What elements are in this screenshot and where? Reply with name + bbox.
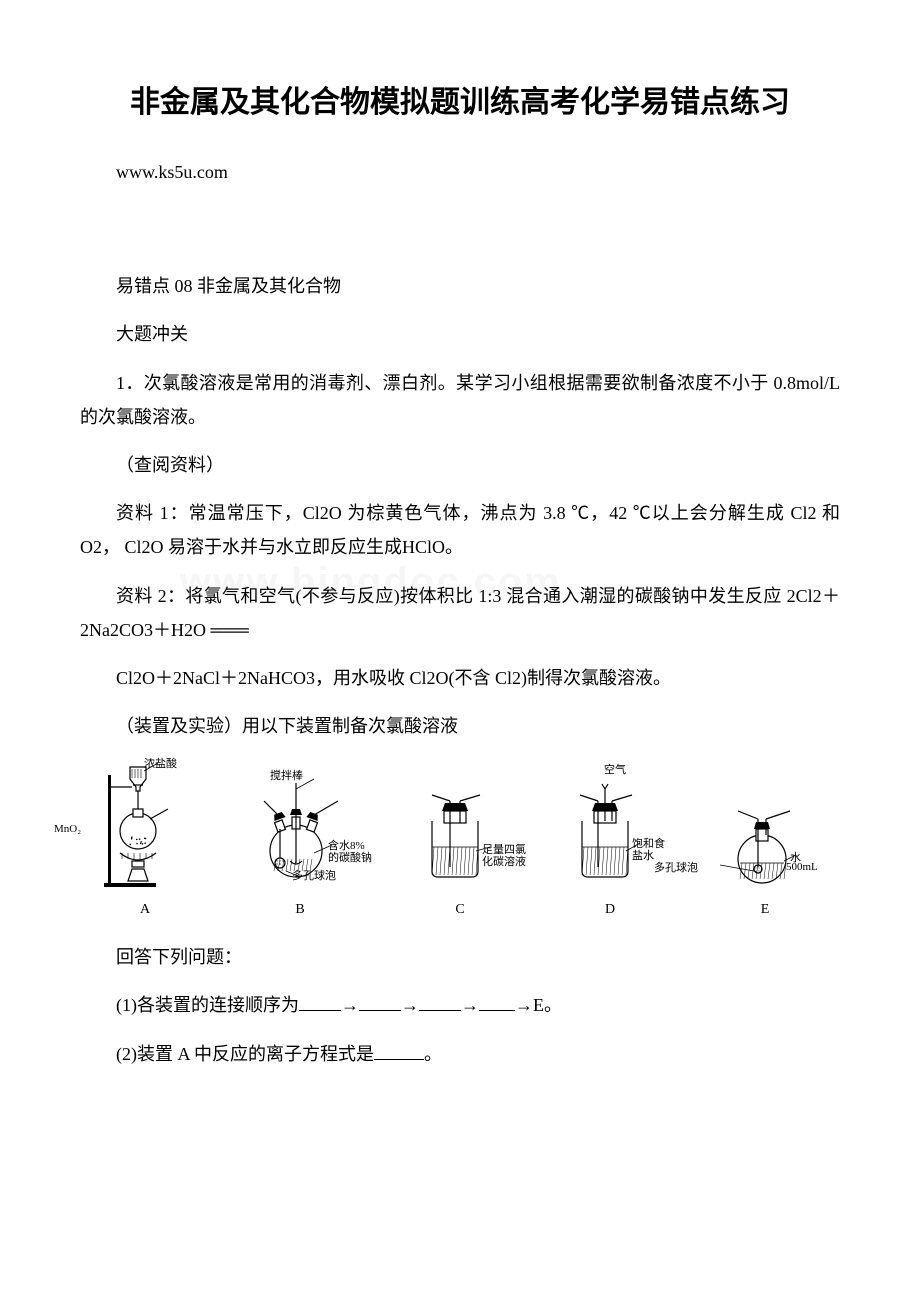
questions-intro: 回答下列问题： bbox=[80, 940, 840, 974]
source-url: www.ks5u.com bbox=[80, 155, 840, 189]
apparatus-label: D bbox=[605, 902, 615, 918]
apparatus-svg: 多孔球泡水500mL bbox=[710, 791, 820, 896]
body-paragraph: Cl2O＋2NaCl＋2NaHCO3，用水吸收 Cl2O(不含 Cl2)制得次氯… bbox=[80, 661, 840, 695]
apparatus-svg: 空气饱和食盐水 bbox=[560, 781, 660, 896]
apparatus-annotation: 化碳溶液 bbox=[482, 853, 526, 869]
fill-blank[interactable] bbox=[374, 1042, 424, 1060]
apparatus-C: 足量四氯化碳溶液 C bbox=[410, 791, 510, 918]
arrow: → bbox=[461, 995, 479, 1015]
apparatus-label: E bbox=[761, 902, 770, 918]
arrow: → bbox=[401, 995, 419, 1015]
apparatus-annotation: 500mL bbox=[786, 861, 818, 873]
apparatus-label: A bbox=[140, 902, 150, 918]
arrow: →E。 bbox=[515, 995, 562, 1015]
fill-blank[interactable] bbox=[419, 993, 461, 1011]
body-paragraph: 大题冲关 bbox=[80, 317, 840, 351]
body-paragraph: （装置及实验）用以下装置制备次氯酸溶液 bbox=[80, 709, 840, 743]
question: (1)各装置的连接顺序为 → → → →E。 bbox=[80, 988, 840, 1022]
body-paragraph: 易错点 08 非金属及其化合物 bbox=[80, 269, 840, 303]
apparatus-svg: 浓盐酸MnO₂ bbox=[100, 761, 190, 896]
apparatus-svg: 搅拌棒含水8%的碳酸钠多孔球泡 bbox=[240, 771, 360, 896]
body-paragraph: （查阅资料） bbox=[80, 448, 840, 482]
body-paragraph: 资料 2：将氯气和空气(不参与反应)按体积比 1:3 混合通入潮湿的碳酸钠中发生… bbox=[80, 579, 840, 647]
fill-blank[interactable] bbox=[479, 993, 515, 1011]
e-diagram-icon bbox=[710, 791, 820, 891]
apparatus-annotation: 浓盐酸 bbox=[144, 755, 177, 771]
apparatus-annotation: 的碳酸钠 bbox=[328, 849, 372, 865]
question-prefix: (1)各装置的连接顺序为 bbox=[116, 995, 299, 1015]
apparatus-annotation: MnO₂ bbox=[54, 823, 81, 835]
question: (2)装置 A 中反应的离子方程式是 。 bbox=[80, 1037, 840, 1071]
page-title: 非金属及其化合物模拟题训练高考化学易错点练习 bbox=[80, 80, 840, 125]
apparatus-annotation: 盐水 bbox=[632, 847, 654, 863]
a-diagram-icon bbox=[100, 761, 190, 891]
apparatus-annotation: 空气 bbox=[604, 761, 626, 777]
body-paragraph: 资料 1：常温常压下，Cl2O 为棕黄色气体，沸点为 3.8 ℃，42 ℃以上会… bbox=[80, 496, 840, 564]
apparatus-diagram: 浓盐酸MnO₂ A 搅拌棒含水8%的碳酸钠多孔球泡 B 足量四氯化碳溶液 C 空气饱和食盐水… bbox=[80, 761, 840, 918]
apparatus-E: 多孔球泡水500mL E bbox=[710, 791, 820, 918]
question-suffix: 。 bbox=[424, 1044, 442, 1064]
question-prefix: (2)装置 A 中反应的离子方程式是 bbox=[116, 1044, 374, 1064]
apparatus-B: 搅拌棒含水8%的碳酸钠多孔球泡 B bbox=[240, 771, 360, 918]
apparatus-A: 浓盐酸MnO₂ A bbox=[100, 761, 190, 918]
apparatus-annotation: 多孔球泡 bbox=[292, 867, 336, 883]
apparatus-label: B bbox=[295, 902, 304, 918]
apparatus-D: 空气饱和食盐水 D bbox=[560, 781, 660, 918]
apparatus-label: C bbox=[455, 902, 464, 918]
apparatus-annotation: 搅拌棒 bbox=[270, 767, 303, 783]
arrow: → bbox=[341, 995, 359, 1015]
fill-blank[interactable] bbox=[299, 993, 341, 1011]
fill-blank[interactable] bbox=[359, 993, 401, 1011]
apparatus-svg: 足量四氯化碳溶液 bbox=[410, 791, 510, 896]
body-paragraph: 1．次氯酸溶液是常用的消毒剂、漂白剂。某学习小组根据需要欲制备浓度不小于 0.8… bbox=[80, 366, 840, 434]
apparatus-annotation: 多孔球泡 bbox=[654, 859, 698, 875]
